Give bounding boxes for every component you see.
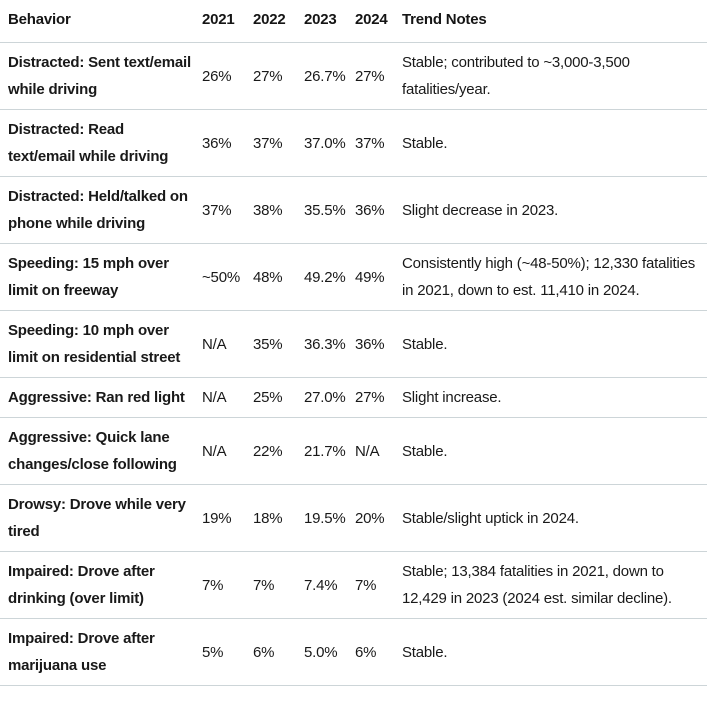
value-2021: N/A [202, 377, 253, 418]
header-row: Behavior 2021 2022 2023 2024 Trend Notes [0, 0, 707, 43]
value-2024: 36% [355, 176, 402, 244]
behavior-cell: Drowsy: Drove while very tired [0, 484, 202, 552]
value-2024: 27% [355, 377, 402, 418]
value-2023: 37.0% [304, 109, 355, 177]
table-header: Behavior 2021 2022 2023 2024 Trend Notes [0, 0, 707, 43]
value-2022: 27% [253, 42, 304, 110]
value-2022: 18% [253, 484, 304, 552]
trend-notes-cell: Stable; contributed to ~3,000-3,500 fata… [402, 42, 707, 110]
trend-notes-cell: Stable. [402, 618, 707, 686]
behavior-trends-table: Behavior 2021 2022 2023 2024 Trend Notes… [0, 0, 707, 686]
column-header-2023: 2023 [304, 0, 355, 43]
value-2023: 5.0% [304, 618, 355, 686]
value-2023: 35.5% [304, 176, 355, 244]
column-header-2024: 2024 [355, 0, 402, 43]
behavior-cell: Impaired: Drove after drinking (over lim… [0, 551, 202, 619]
value-2024: 49% [355, 243, 402, 311]
trend-notes-cell: Consistently high (~48-50%); 12,330 fata… [402, 243, 707, 311]
table-row: Drowsy: Drove while very tired 19% 18% 19.5… [0, 484, 707, 552]
behavior-cell: Distracted: Sent text/email while drivin… [0, 42, 202, 110]
table-row: Distracted: Read text/email while drivin… [0, 109, 707, 177]
value-2023: 26.7% [304, 42, 355, 110]
behavior-cell: Aggressive: Ran red light [0, 377, 202, 418]
value-2023: 49.2% [304, 243, 355, 311]
value-2021: N/A [202, 417, 253, 485]
behavior-cell: Aggressive: Quick lane changes/close fol… [0, 417, 202, 485]
value-2024: 7% [355, 551, 402, 619]
value-2022: 6% [253, 618, 304, 686]
value-2023: 19.5% [304, 484, 355, 552]
table-row: Impaired: Drove after drinking (over lim… [0, 551, 707, 619]
table-row: Distracted: Sent text/email while drivin… [0, 42, 707, 110]
trend-notes-cell: Stable. [402, 417, 707, 485]
value-2021: 37% [202, 176, 253, 244]
value-2023: 7.4% [304, 551, 355, 619]
value-2024: 6% [355, 618, 402, 686]
value-2022: 48% [253, 243, 304, 311]
trend-notes-cell: Stable. [402, 109, 707, 177]
table-body: Distracted: Sent text/email while drivin… [0, 42, 707, 686]
table-row: Aggressive: Quick lane changes/close fol… [0, 417, 707, 485]
value-2024: 37% [355, 109, 402, 177]
table-row: Speeding: 10 mph over limit on residenti… [0, 310, 707, 378]
value-2022: 7% [253, 551, 304, 619]
behavior-cell: Distracted: Read text/email while drivin… [0, 109, 202, 177]
column-header-behavior: Behavior [0, 0, 202, 43]
value-2021: ~50% [202, 243, 253, 311]
value-2021: 5% [202, 618, 253, 686]
value-2024: 20% [355, 484, 402, 552]
trend-notes-cell: Stable/slight uptick in 2024. [402, 484, 707, 552]
value-2022: 25% [253, 377, 304, 418]
column-header-2022: 2022 [253, 0, 304, 43]
trend-notes-cell: Stable; 13,384 fatalities in 2021, down … [402, 551, 707, 619]
value-2021: N/A [202, 310, 253, 378]
behavior-cell: Distracted: Held/talked on phone while d… [0, 176, 202, 244]
table-row: Distracted: Held/talked on phone while d… [0, 176, 707, 244]
value-2024: 27% [355, 42, 402, 110]
value-2021: 26% [202, 42, 253, 110]
value-2024: N/A [355, 417, 402, 485]
value-2024: 36% [355, 310, 402, 378]
trend-notes-cell: Slight decrease in 2023. [402, 176, 707, 244]
table-row: Impaired: Drove after marijuana use 5% 6% 5… [0, 618, 707, 686]
table-row: Aggressive: Ran red light N/A 25% 27.0% 27% S… [0, 377, 707, 418]
trend-notes-cell: Stable. [402, 310, 707, 378]
behavior-cell: Speeding: 15 mph over limit on freeway [0, 243, 202, 311]
value-2021: 7% [202, 551, 253, 619]
value-2022: 38% [253, 176, 304, 244]
behavior-cell: Speeding: 10 mph over limit on residenti… [0, 310, 202, 378]
value-2023: 27.0% [304, 377, 355, 418]
value-2022: 37% [253, 109, 304, 177]
value-2021: 36% [202, 109, 253, 177]
trend-notes-cell: Slight increase. [402, 377, 707, 418]
value-2021: 19% [202, 484, 253, 552]
column-header-2021: 2021 [202, 0, 253, 43]
value-2022: 22% [253, 417, 304, 485]
value-2023: 36.3% [304, 310, 355, 378]
column-header-trend-notes: Trend Notes [402, 0, 707, 43]
table-row: Speeding: 15 mph over limit on freeway ~5… [0, 243, 707, 311]
behavior-cell: Impaired: Drove after marijuana use [0, 618, 202, 686]
value-2022: 35% [253, 310, 304, 378]
value-2023: 21.7% [304, 417, 355, 485]
